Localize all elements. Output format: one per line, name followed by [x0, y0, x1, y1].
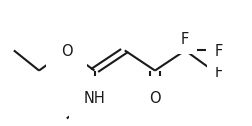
Text: O: O	[149, 91, 161, 106]
Text: F: F	[214, 65, 223, 80]
Text: NH: NH	[84, 91, 105, 106]
Text: F: F	[214, 44, 223, 59]
Text: O: O	[61, 44, 73, 59]
Text: F: F	[181, 32, 189, 46]
